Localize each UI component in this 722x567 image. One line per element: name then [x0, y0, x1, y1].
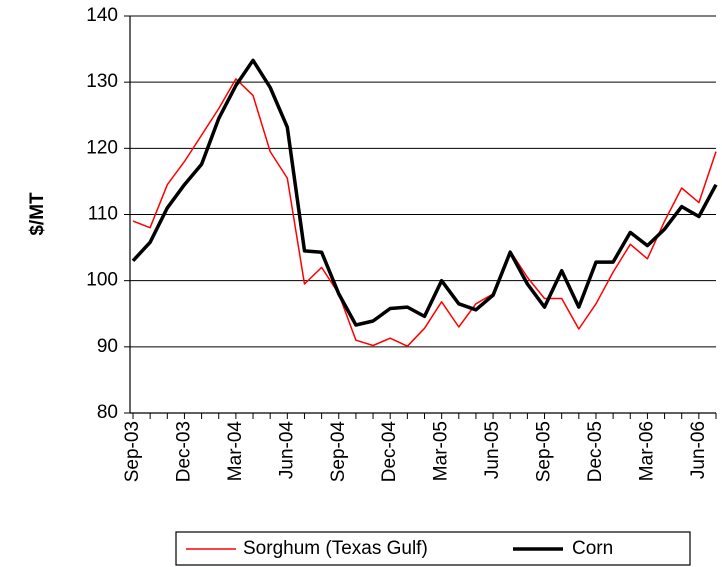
x-tick-label: Jun-06 — [688, 421, 709, 479]
x-tick-label: Mar-05 — [431, 421, 452, 481]
series-line — [131, 58, 718, 327]
y-tick-label: 120 — [86, 137, 118, 158]
legend-label: Corn — [572, 538, 613, 559]
y-tick-label: 110 — [88, 204, 118, 225]
legend-label: Sorghum (Texas Gulf) — [243, 538, 428, 559]
series-line — [132, 78, 717, 347]
x-tick-label: Sep-04 — [328, 421, 349, 483]
x-tick-label: Dec-03 — [173, 421, 194, 482]
x-tick-label: Jun-05 — [482, 421, 503, 479]
x-tick-label: Sep-05 — [534, 421, 555, 482]
y-axis-label: $/MT — [27, 192, 48, 236]
x-tick-label: Jun-04 — [276, 421, 297, 480]
x-tick-label: Dec-04 — [379, 421, 400, 483]
y-tick-label: 80 — [97, 402, 118, 423]
y-tick-label: 100 — [86, 270, 118, 291]
y-tick-label: 130 — [86, 71, 118, 92]
x-tick-label: Mar-04 — [225, 421, 246, 482]
x-tick-label: Sep-03 — [122, 421, 143, 482]
x-tick-label: Dec-05 — [585, 421, 606, 482]
y-tick-label: 140 — [86, 5, 118, 26]
x-tick-label: Mar-06 — [636, 421, 657, 481]
y-tick-label: 90 — [97, 336, 118, 357]
legend-box — [175, 531, 691, 566]
